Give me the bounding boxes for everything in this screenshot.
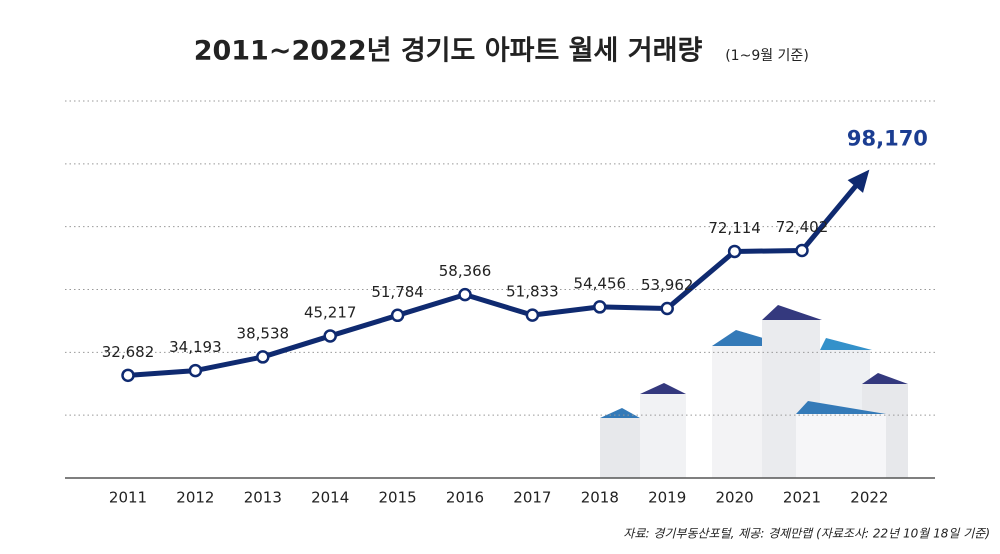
point xyxy=(256,350,270,364)
point xyxy=(121,368,135,383)
point xyxy=(660,301,674,316)
value-label: 58,366 xyxy=(439,262,492,280)
value-label: 51,784 xyxy=(371,283,424,301)
chart-subtitle: (1~9월 기준) xyxy=(725,48,809,64)
point xyxy=(323,329,337,343)
value-label: 72,114 xyxy=(708,219,761,237)
value-label: 51,833 xyxy=(506,283,559,301)
chart-title: 2011~2022년 경기도 아파트 월세 거래량 xyxy=(194,36,703,67)
x-tick-label: 2011 xyxy=(109,489,147,507)
point xyxy=(727,244,742,259)
point xyxy=(458,287,472,302)
point xyxy=(593,300,607,314)
line xyxy=(127,178,863,378)
point xyxy=(795,243,809,258)
arrow-head xyxy=(847,169,870,193)
point xyxy=(188,363,203,378)
x-tick-label: 2018 xyxy=(581,489,619,507)
x-tick-label: 2022 xyxy=(850,489,888,507)
x-tick-label: 2012 xyxy=(176,489,214,507)
value-label: 34,193 xyxy=(169,338,222,356)
value-label: 45,217 xyxy=(304,303,357,321)
x-tick-label: 2014 xyxy=(311,489,349,507)
value-label: 72,402 xyxy=(776,218,829,236)
x-tick-label: 2019 xyxy=(648,489,686,507)
value-label-highlight: 98,170 xyxy=(847,127,928,151)
x-tick-label: 2017 xyxy=(513,489,551,507)
x-tick-label: 2015 xyxy=(379,489,417,507)
source-note: 자료: 경기부동산포털, 제공: 경제만랩 (자료조사: 22년 10월 18일… xyxy=(623,527,990,541)
x-tick-label: 2013 xyxy=(244,489,282,507)
x-tick-label: 2016 xyxy=(446,489,484,507)
x-tick-label: 2020 xyxy=(716,489,754,507)
value-label: 53,962 xyxy=(641,276,694,294)
value-label: 54,456 xyxy=(574,274,627,292)
point xyxy=(525,308,540,322)
value-label: 38,538 xyxy=(237,324,290,342)
point xyxy=(390,308,405,323)
buildings xyxy=(600,305,908,478)
x-tick-label: 2021 xyxy=(783,489,821,507)
value-label: 32,682 xyxy=(102,343,155,361)
